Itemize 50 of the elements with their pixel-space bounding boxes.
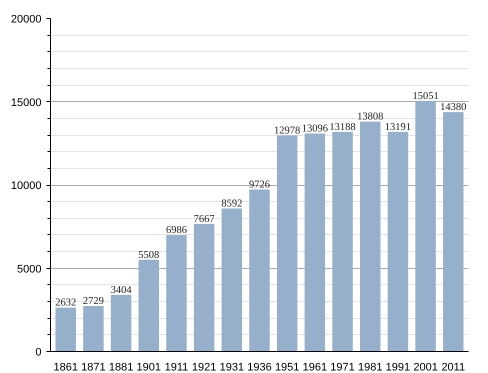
bar bbox=[166, 235, 187, 352]
data-label: 5508 bbox=[138, 250, 160, 261]
bar bbox=[360, 122, 380, 352]
x-tick-label: 1991 bbox=[386, 362, 410, 373]
x-tick-label: 1961 bbox=[302, 362, 328, 373]
bar bbox=[222, 208, 242, 352]
data-label: 2729 bbox=[82, 296, 104, 308]
data-label: 9726 bbox=[249, 180, 270, 191]
x-tick-label: 2001 bbox=[413, 362, 438, 373]
data-label: 14380 bbox=[440, 102, 466, 114]
bar bbox=[249, 190, 270, 352]
data-label: 13096 bbox=[302, 123, 328, 134]
bar bbox=[388, 132, 408, 352]
bar bbox=[138, 260, 160, 352]
data-label: 13188 bbox=[329, 122, 356, 133]
x-tick-label: 1881 bbox=[108, 362, 134, 373]
y-tick-label: 20000 bbox=[10, 14, 42, 26]
bar bbox=[415, 100, 436, 352]
x-tick-label: 1911 bbox=[164, 362, 188, 373]
x-tick-label: 1921 bbox=[192, 362, 216, 373]
x-tick-label: 1901 bbox=[136, 362, 162, 373]
data-label: 15051 bbox=[412, 90, 439, 102]
x-tick-label: 1971 bbox=[330, 362, 355, 373]
x-tick-label: 1861 bbox=[53, 362, 78, 373]
bar bbox=[110, 294, 132, 352]
x-tick-label: 1981 bbox=[358, 362, 382, 373]
data-label: 13808 bbox=[357, 112, 384, 123]
y-tick-label: 10000 bbox=[10, 180, 42, 192]
data-label: 7667 bbox=[194, 214, 215, 225]
bar bbox=[443, 112, 464, 352]
y-tick-label: 5000 bbox=[17, 263, 42, 276]
bar bbox=[194, 224, 214, 352]
y-tick-label: 15000 bbox=[10, 96, 42, 109]
bar bbox=[304, 133, 326, 352]
x-tick-label: 1931 bbox=[220, 362, 244, 373]
x-tick-label: 1871 bbox=[81, 362, 106, 373]
bar bbox=[332, 132, 353, 352]
data-label: 12978 bbox=[274, 125, 300, 136]
x-tick-label: 1951 bbox=[274, 362, 300, 373]
x-tick-label: 2011 bbox=[441, 362, 466, 373]
bar bbox=[55, 308, 76, 352]
data-label: 6986 bbox=[166, 225, 187, 236]
y-tick-label: 0 bbox=[35, 346, 42, 358]
data-label: 3404 bbox=[110, 284, 132, 296]
x-tick-label: 1936 bbox=[247, 362, 272, 373]
data-label: 13191 bbox=[384, 122, 412, 133]
bar bbox=[276, 135, 298, 352]
bar bbox=[83, 306, 104, 352]
data-label: 8592 bbox=[221, 198, 242, 210]
data-label: 2632 bbox=[55, 298, 76, 309]
